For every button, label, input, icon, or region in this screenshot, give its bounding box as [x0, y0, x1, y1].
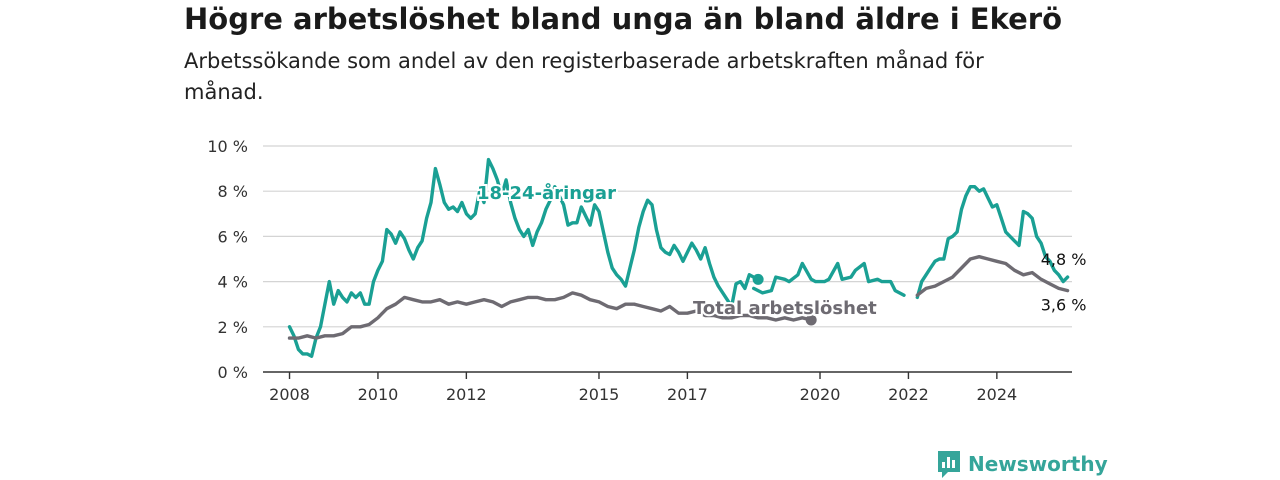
y-tick-label: 6 %: [218, 227, 248, 246]
chart-title: Högre arbetslöshet bland unga än bland ä…: [184, 2, 1062, 36]
x-tick-label: 2010: [358, 385, 399, 404]
total-series-label: Total arbetslöshet: [693, 298, 877, 319]
labels: 4,8 % 3,6 % 18-24-åringar Total arbetslöshe…: [475, 180, 1087, 321]
y-tick-label: 2 %: [218, 318, 248, 337]
series-line: [915, 255, 1070, 297]
series-end-dot: [752, 273, 764, 285]
y-tick-label: 8 %: [218, 182, 248, 201]
y-tick-label: 4 %: [218, 273, 248, 292]
series-line: [287, 157, 760, 358]
x-tick-label: 2022: [888, 385, 929, 404]
x-tick-label: 2012: [446, 385, 487, 404]
x-tick-label: 2020: [800, 385, 841, 404]
total-end-value-label: 3,6 %: [1041, 296, 1087, 315]
x-tick-label: 2017: [667, 385, 708, 404]
x-tick-label: 2008: [269, 385, 310, 404]
series-line: [287, 291, 813, 340]
x-tick-label: 2015: [579, 385, 620, 404]
y-tick-label: 0 %: [218, 363, 248, 382]
series-end-dot: [805, 314, 817, 326]
series-line: [915, 185, 1070, 300]
series-line: [752, 261, 906, 297]
newsworthy-logo[interactable]: Newsworthy: [936, 448, 1108, 480]
x-tick-label: 2024: [976, 385, 1017, 404]
axes: 0 % 2 % 4 % 6 % 8 % 10 % 2008 2010 2012 2015 2017 2…: [207, 137, 1072, 404]
youth-series-label: 18-24-åringar: [477, 182, 616, 204]
series-lines: [287, 157, 1070, 358]
youth-end-value-label: 4,8 %: [1041, 250, 1087, 269]
y-tick-label: 10 %: [207, 137, 248, 156]
chart-subtitle: Arbetssökande som andel av den registerb…: [184, 49, 984, 104]
newsworthy-logo-icon: [938, 451, 960, 478]
newsworthy-logo-text: Newsworthy: [968, 452, 1108, 476]
